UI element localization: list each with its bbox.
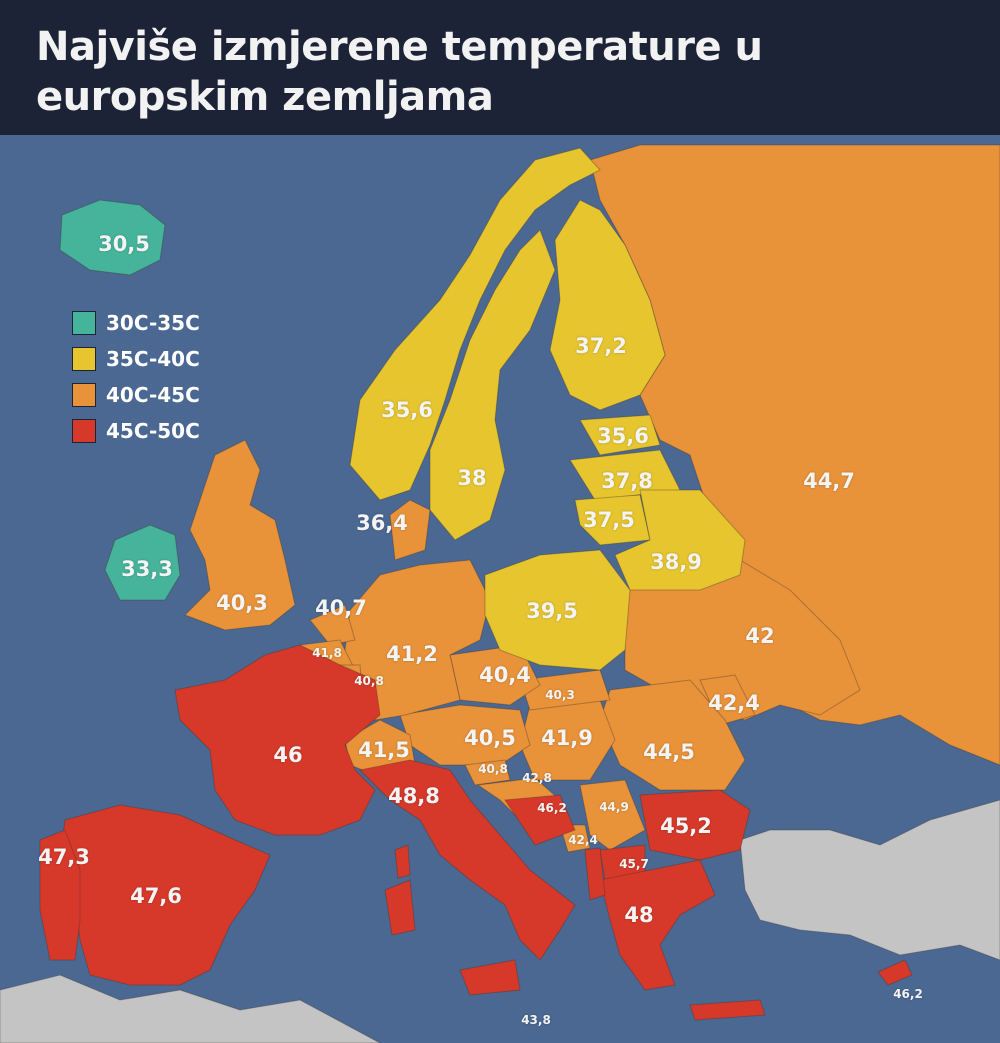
label-ireland: 33,3	[121, 557, 173, 581]
label-north-macedonia: 45,7	[619, 857, 649, 871]
label-russia: 44,7	[803, 469, 855, 493]
country-greece	[599, 859, 716, 991]
label-finland: 37,2	[575, 334, 627, 358]
label-portugal: 47,3	[38, 845, 90, 869]
country-denmark	[389, 499, 431, 561]
island-sardinia	[384, 879, 416, 936]
country-france	[174, 644, 381, 836]
country-sweden	[429, 229, 556, 541]
label-greece: 48	[624, 903, 654, 927]
label-ukraine: 42	[745, 624, 775, 648]
country-italy	[358, 759, 576, 961]
label-bosnia: 46,2	[537, 801, 567, 815]
label-romania: 44,5	[643, 740, 695, 764]
label-hungary: 41,9	[541, 726, 593, 750]
legend-label: 30C-35C	[106, 311, 200, 335]
label-moldova: 42,4	[708, 691, 760, 715]
label-lithuania: 37,5	[583, 508, 635, 532]
label-belarus: 38,9	[650, 550, 702, 574]
country-portugal	[39, 829, 81, 961]
label-poland: 39,5	[526, 599, 578, 623]
label-luxembourg: 40,8	[354, 674, 384, 688]
legend-label: 45C-50C	[106, 419, 200, 443]
label-latvia: 37,8	[601, 469, 653, 493]
country-norway	[349, 147, 601, 501]
label-norway: 35,6	[381, 398, 433, 422]
country-cyprus	[877, 959, 913, 986]
label-slovenia: 40,8	[478, 762, 508, 776]
header-bar: Najviše izmjerene temperature u europski…	[0, 0, 1000, 135]
label-france: 46	[273, 743, 303, 767]
land-turkey	[739, 799, 1000, 961]
label-cyprus: 46,2	[893, 987, 923, 1001]
legend-label: 40C-45C	[106, 383, 200, 407]
country-bosnia	[504, 794, 576, 846]
country-slovakia	[519, 669, 611, 711]
label-belgium: 41,8	[312, 646, 342, 660]
label-germany: 41,2	[386, 642, 438, 666]
page-title: Najviše izmjerene temperature u europski…	[36, 24, 763, 120]
country-poland	[484, 549, 631, 671]
land-africa	[0, 974, 381, 1043]
label-sweden: 38	[457, 466, 487, 490]
country-lithuania	[574, 494, 651, 546]
label-estonia: 35,6	[597, 424, 649, 448]
label-slovakia: 40,3	[545, 688, 575, 702]
legend-swatch	[72, 347, 96, 371]
country-iceland	[59, 199, 166, 276]
legend-swatch	[72, 419, 96, 443]
country-ireland	[104, 524, 181, 601]
label-denmark: 36,4	[356, 511, 408, 535]
country-slovenia	[464, 759, 511, 786]
label-netherlands: 40,7	[315, 596, 367, 620]
europe-map	[0, 135, 1000, 1043]
country-belarus	[614, 489, 746, 591]
label-austria: 40,5	[464, 726, 516, 750]
legend-label: 35C-40C	[106, 347, 200, 371]
country-estonia	[579, 414, 661, 456]
legend-swatch	[72, 383, 96, 407]
label-switzerland: 41,5	[358, 738, 410, 762]
label-malta: 43,8	[521, 1013, 551, 1027]
label-iceland: 30,5	[98, 232, 150, 256]
label-serbia: 44,9	[599, 800, 629, 814]
country-finland	[549, 199, 666, 411]
country-bulgaria	[639, 789, 751, 861]
label-czechia: 40,4	[479, 663, 531, 687]
island-sicily	[459, 959, 521, 996]
country-netherlands	[309, 604, 356, 646]
country-albania	[584, 847, 606, 901]
label-spain: 47,6	[130, 884, 182, 908]
label-united-kingdom: 40,3	[216, 591, 268, 615]
label-croatia: 42,8	[522, 771, 552, 785]
country-uk	[184, 439, 296, 631]
label-italy: 48,8	[388, 784, 440, 808]
country-serbia	[579, 779, 646, 851]
island-corsica	[394, 844, 411, 879]
label-montenegro: 42,4	[568, 833, 598, 847]
label-bulgaria: 45,2	[660, 814, 712, 838]
island-crete	[689, 999, 766, 1021]
country-austria	[399, 704, 531, 766]
legend-swatch	[72, 311, 96, 335]
